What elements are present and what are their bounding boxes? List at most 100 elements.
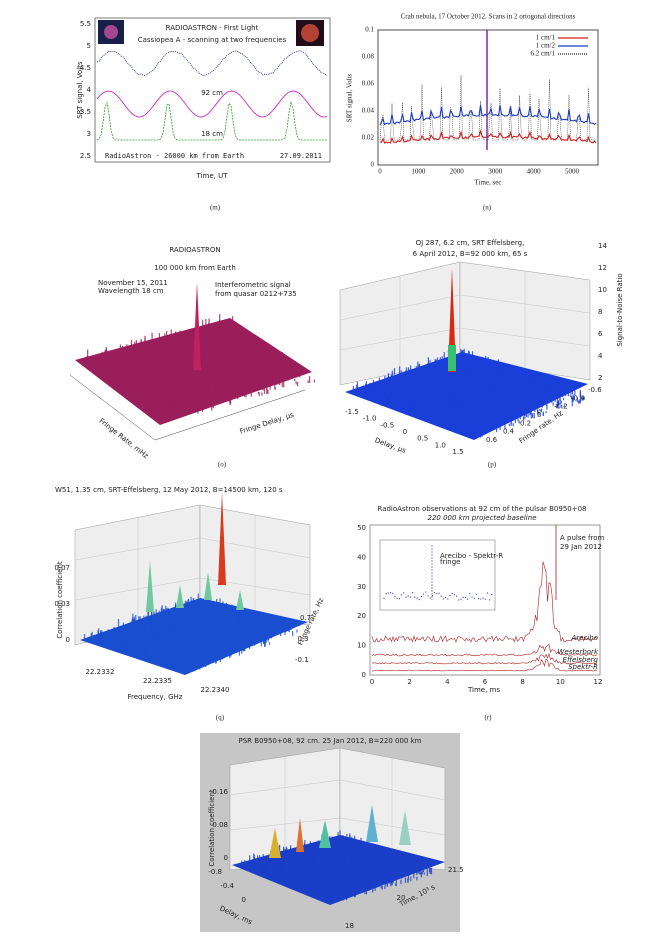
- inset-dot: [440, 595, 442, 597]
- trace-label: Spektr-R: [568, 663, 598, 671]
- inset-dot: [409, 596, 411, 598]
- inset-dot: [392, 592, 394, 594]
- axis-line: [154, 389, 306, 441]
- inset-dot: [475, 593, 477, 595]
- surface: [80, 598, 308, 675]
- peak: [193, 282, 201, 370]
- label: 27.09.2011: [280, 152, 322, 160]
- tick-label: 10: [556, 678, 565, 686]
- tick-label: 1000: [411, 168, 426, 176]
- axis-label: SRT signal, Volts: [76, 61, 84, 119]
- tick-label: 2: [407, 678, 411, 686]
- tick-label: 4.5: [80, 64, 91, 72]
- inset-dot: [396, 597, 398, 600]
- tick-label: 0.7: [300, 614, 311, 622]
- tick-label: 3000: [488, 168, 503, 176]
- inset-dot: [425, 591, 427, 593]
- inset-dot: [467, 598, 469, 600]
- axis-label: SRT signal, Volts: [346, 74, 354, 123]
- tick-label: 0: [370, 678, 374, 686]
- axis-line: [339, 779, 446, 801]
- inset-dot: [427, 595, 429, 597]
- panel-title: RadioAstron observations at 92 cm of the…: [377, 505, 586, 513]
- tick-label: 18: [345, 922, 354, 930]
- tick-label: 40: [357, 553, 366, 561]
- curve: [379, 105, 597, 126]
- tick-label: 0: [224, 854, 228, 862]
- tick-label: 0: [66, 636, 70, 644]
- tick-label: -0.5: [380, 421, 394, 429]
- axis-label: Time, sec: [475, 179, 502, 187]
- tick-label: 10: [357, 642, 366, 650]
- inset-dot: [464, 596, 466, 599]
- curve: [96, 50, 328, 77]
- axis-label: Time, ms: [467, 686, 500, 694]
- wall: [339, 747, 446, 871]
- tick-label: -0.2: [554, 403, 568, 411]
- inset-dot: [456, 595, 458, 597]
- tick-label: 4: [598, 352, 603, 360]
- tick-label: 22.2332: [86, 668, 115, 676]
- inset-dot: [429, 597, 431, 599]
- trace-label: Arecibo: [571, 634, 599, 642]
- tick-label: 4: [445, 678, 450, 686]
- peak: [296, 818, 304, 852]
- inset-dot: [398, 598, 400, 600]
- inset-dot: [407, 595, 409, 597]
- legend-label: 1 cm/1: [536, 34, 556, 42]
- inset-dot: [394, 595, 396, 597]
- peak-base: [448, 345, 456, 371]
- trace: [371, 561, 598, 643]
- tick-label: 0.08: [212, 821, 228, 829]
- caption: (p): [488, 461, 497, 469]
- inset-dot: [458, 599, 460, 601]
- label: 18 cm: [201, 130, 223, 138]
- inset-dot: [416, 597, 418, 599]
- tick-label: 0.04: [362, 107, 375, 115]
- caption: (r): [485, 714, 493, 722]
- tick-label: 0: [403, 428, 407, 436]
- tick-label: 20: [357, 612, 366, 620]
- tick-label: 0: [537, 411, 541, 419]
- curve: [96, 90, 328, 118]
- inset-dot: [412, 592, 414, 594]
- inset: [379, 539, 496, 611]
- inset-dot: [445, 597, 447, 599]
- plot-frame: [377, 29, 599, 166]
- tick-label: 0.2: [520, 419, 531, 427]
- inset-dot: [420, 595, 422, 598]
- inset-dot: [451, 592, 453, 594]
- panel-subtitle: Cassiopea A - scanning at two frequencie…: [138, 36, 287, 44]
- tick-label: 4000: [527, 168, 542, 176]
- label: Interferometric signal: [215, 281, 291, 289]
- caption: (q): [216, 714, 225, 722]
- tick-label: 1.0: [435, 441, 446, 449]
- tick-label: 10: [598, 286, 607, 294]
- label: 29 Jan 2012: [560, 543, 602, 551]
- inset-dot: [489, 599, 491, 601]
- tick-label: 0: [371, 161, 375, 169]
- inset-dot: [401, 594, 403, 596]
- tick-label: 0.02: [362, 134, 375, 142]
- tick-label: 5.5: [80, 20, 91, 28]
- image-glow: [104, 25, 118, 39]
- caption: (m): [210, 204, 221, 212]
- inset-dot: [480, 598, 482, 600]
- inset-dot: [414, 596, 416, 598]
- tick-label: 0.1: [365, 26, 374, 34]
- trace: [371, 658, 598, 672]
- ridge: [366, 805, 378, 842]
- ridge: [204, 572, 212, 600]
- tick-label: 0.3: [298, 635, 309, 643]
- inset-dot: [442, 598, 444, 600]
- inset-dot: [471, 596, 473, 598]
- inset-dot: [436, 593, 438, 595]
- tick-label: 12: [594, 678, 603, 686]
- label: A pulse from: [560, 534, 604, 542]
- ridge: [236, 590, 244, 610]
- tick-label: 30: [357, 583, 366, 591]
- tick-label: -1.5: [345, 408, 359, 416]
- peak: [218, 492, 226, 585]
- tick-label: 0.16: [212, 788, 228, 796]
- tick-label: 8: [598, 308, 602, 316]
